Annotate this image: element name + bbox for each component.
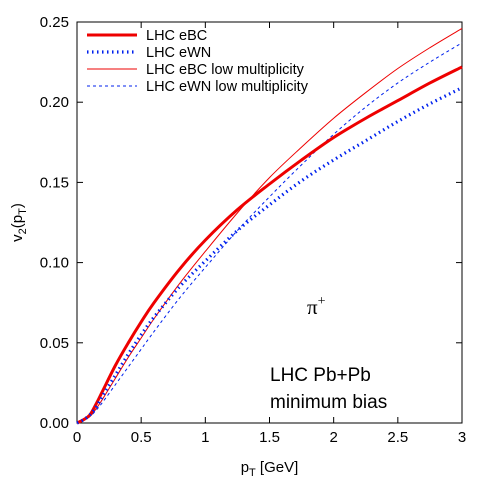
legend-label-0: LHC eBC [146,28,207,44]
legend-label-1: LHC eWN [146,45,211,61]
series-line-0 [76,65,463,425]
series-line-3 [76,42,463,424]
axis-ticks [76,21,463,424]
series-line-2 [76,27,463,424]
x-tick-label: 0 [73,429,81,446]
y-tick-label: 0.15 [40,174,69,191]
axis-tick-labels: 0 0.5 1 1.5 2 2.5 3 0.00 0.05 0.10 0.15 0.20 0.25 [40,14,466,446]
x-tick-label: 0.5 [131,429,152,446]
x-tick-label: 2.5 [387,429,408,446]
y-tick-label: 0.10 [40,255,69,272]
y-tick-label: 0.00 [40,415,69,432]
legend-label-2: LHC eBC low multiplicity [146,62,305,78]
x-tick-label: 2 [329,429,337,446]
x-tick-label: 3 [458,429,466,446]
x-tick-label: 1.5 [259,429,280,446]
series-line-1 [76,86,463,425]
y-tick-label: 0.20 [40,94,69,111]
x-tick-label: 1 [201,429,209,446]
y-tick-label: 0.05 [40,335,69,352]
series-lines [76,27,463,425]
collision-system-label: LHC Pb+Pb [270,365,371,386]
y-axis-label: v2(pT) [9,203,29,242]
centrality-label: minimum bias [270,392,387,413]
particle-annotation: π+ [307,294,326,319]
y-tick-label: 0.25 [40,14,69,31]
x-axis-label: pT [GeV] [241,459,299,479]
legend-label-3: LHC eWN low multiplicity [146,79,309,95]
